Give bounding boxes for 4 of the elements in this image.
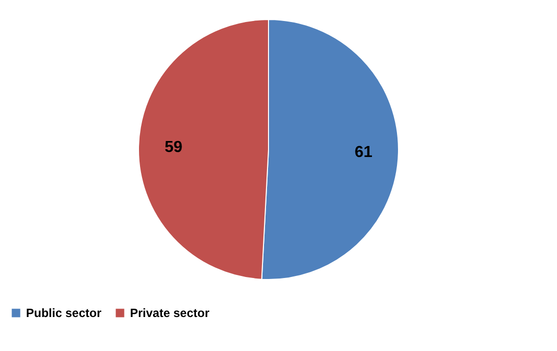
legend-label: Private sector [130, 306, 210, 320]
legend-label: Public sector [26, 306, 102, 320]
data-label: 59 [164, 139, 183, 156]
data-label: 61 [354, 144, 372, 161]
